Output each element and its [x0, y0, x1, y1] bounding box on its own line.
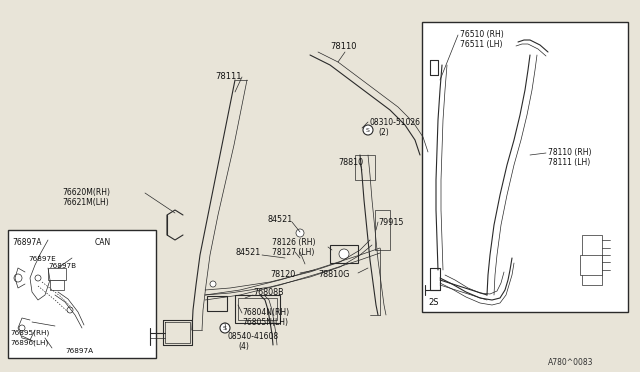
Bar	[48, 268, 66, 280]
Text: 08540-41608: 08540-41608	[228, 332, 279, 341]
Text: 78111: 78111	[215, 72, 241, 81]
Text: 78126 (RH): 78126 (RH)	[272, 238, 316, 247]
Bar	[330, 245, 358, 263]
Text: 78127 (LH): 78127 (LH)	[272, 248, 314, 257]
Circle shape	[35, 275, 41, 281]
Circle shape	[339, 249, 349, 259]
Text: 76510 (RH): 76510 (RH)	[460, 30, 504, 39]
Text: 76897E: 76897E	[28, 256, 56, 262]
Text: 78111 (LH): 78111 (LH)	[548, 158, 590, 167]
Text: 76804N(RH): 76804N(RH)	[242, 308, 289, 317]
Text: 76897A: 76897A	[12, 238, 42, 247]
Text: 76621M(LH): 76621M(LH)	[62, 198, 109, 207]
Bar	[375, 210, 390, 250]
Text: (4): (4)	[238, 342, 249, 351]
Text: CAN: CAN	[95, 238, 111, 247]
Text: 84521: 84521	[268, 215, 293, 224]
Bar	[422, 22, 628, 312]
Text: 78110 (RH): 78110 (RH)	[548, 148, 591, 157]
Text: 76896(LH): 76896(LH)	[10, 340, 48, 346]
Text: 76511 (LH): 76511 (LH)	[460, 40, 502, 49]
Bar	[580, 255, 602, 275]
Bar	[8, 230, 156, 358]
Text: 78120: 78120	[270, 270, 295, 279]
Bar	[50, 280, 64, 290]
Text: 78810G: 78810G	[318, 270, 349, 279]
Text: 76805N(LH): 76805N(LH)	[242, 318, 288, 327]
Circle shape	[19, 325, 25, 331]
Text: 78810: 78810	[338, 158, 363, 167]
Circle shape	[67, 307, 73, 313]
Bar	[355, 155, 375, 180]
Bar	[582, 235, 602, 285]
Text: 76897A: 76897A	[65, 348, 93, 354]
Text: 79915: 79915	[378, 218, 403, 227]
Circle shape	[14, 274, 22, 282]
Text: 84521: 84521	[235, 248, 260, 257]
Bar	[207, 296, 227, 311]
Text: 76808B: 76808B	[253, 288, 284, 297]
Text: A780^0083: A780^0083	[548, 358, 593, 367]
Text: 76897B: 76897B	[48, 263, 76, 269]
Text: 2S: 2S	[428, 298, 438, 307]
Text: 76620M(RH): 76620M(RH)	[62, 188, 110, 197]
Circle shape	[220, 323, 230, 333]
Text: S: S	[366, 128, 370, 132]
Circle shape	[210, 281, 216, 287]
Bar	[235, 295, 280, 323]
Bar	[238, 298, 277, 320]
Circle shape	[296, 229, 304, 237]
Text: 08310-51026: 08310-51026	[370, 118, 421, 127]
Text: 76895(RH): 76895(RH)	[10, 330, 49, 337]
Circle shape	[363, 125, 373, 135]
Text: 78110: 78110	[330, 42, 356, 51]
Text: S: S	[223, 326, 227, 330]
Text: (2): (2)	[378, 128, 388, 137]
